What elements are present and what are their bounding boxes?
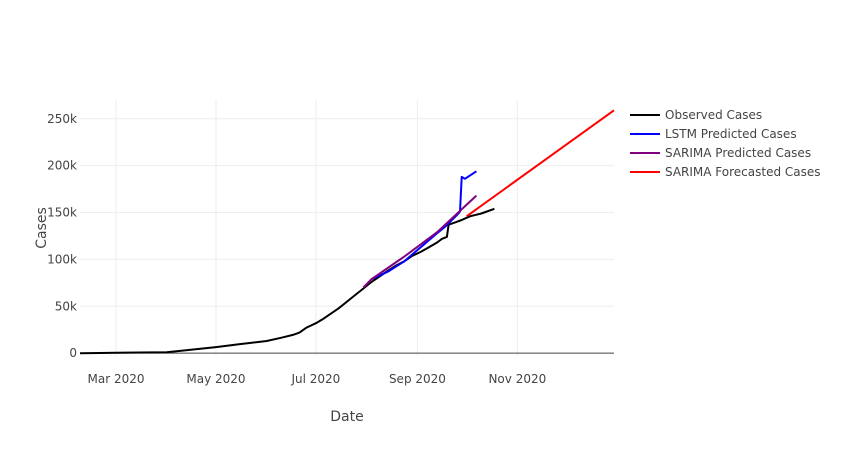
legend-item[interactable]: LSTM Predicted Cases bbox=[630, 127, 797, 141]
y-tick-label: 0 bbox=[69, 346, 77, 360]
series-lines bbox=[79, 109, 615, 355]
legend-label: LSTM Predicted Cases bbox=[665, 127, 797, 141]
x-tick-label: Mar 2020 bbox=[88, 372, 145, 386]
series-line-3 bbox=[362, 194, 478, 289]
y-tick-label: 250k bbox=[47, 112, 77, 126]
legend-label: SARIMA Predicted Cases bbox=[665, 146, 811, 160]
x-tick-labels: Mar 2020 May 2020 Jul 2020 Sep 2020 Nov 2020 bbox=[88, 372, 547, 386]
x-axis-title: Date bbox=[330, 409, 363, 425]
series-line-1 bbox=[79, 207, 495, 355]
legend-label: SARIMA Forecasted Cases bbox=[665, 165, 821, 179]
y-tick-label: 150k bbox=[47, 206, 77, 220]
y-tick-label: 200k bbox=[47, 159, 77, 173]
series-line-4 bbox=[466, 109, 615, 218]
legend-item[interactable]: Observed Cases bbox=[630, 108, 762, 122]
legend-label: Observed Cases bbox=[665, 108, 762, 122]
y-tick-label: 100k bbox=[47, 252, 77, 266]
grid bbox=[80, 100, 614, 356]
y-axis-title: Cases bbox=[34, 207, 50, 249]
x-tick-label: Sep 2020 bbox=[389, 372, 446, 386]
series-line-2 bbox=[371, 170, 477, 281]
x-tick-label: Jul 2020 bbox=[290, 372, 340, 386]
x-tick-label: May 2020 bbox=[186, 372, 245, 386]
legend-item[interactable]: SARIMA Predicted Cases bbox=[630, 146, 811, 160]
legend-item[interactable]: SARIMA Forecasted Cases bbox=[630, 165, 821, 179]
x-tick-label: Nov 2020 bbox=[488, 372, 546, 386]
y-tick-labels: 0 50k 100k 150k 200k 250k bbox=[47, 112, 77, 360]
legend[interactable]: Observed Cases LSTM Predicted Cases SARIMA… bbox=[630, 108, 821, 179]
y-tick-label: 50k bbox=[55, 299, 77, 313]
